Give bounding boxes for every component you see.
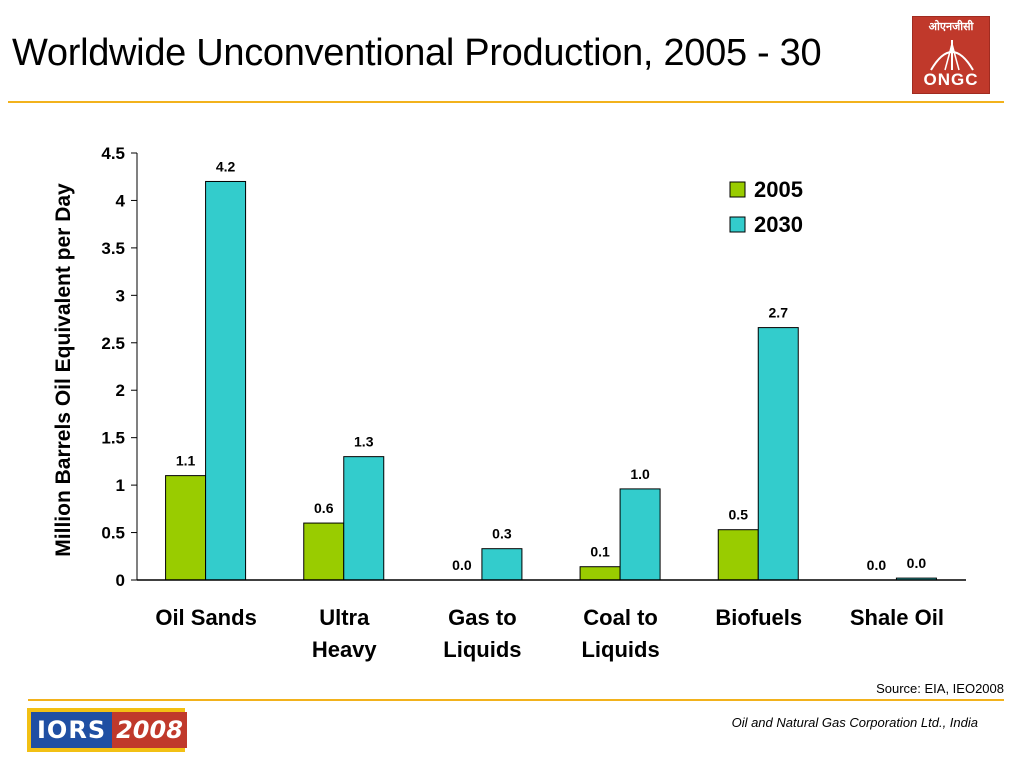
bar-2030 [343, 456, 385, 581]
data-label-2005: 0.1 [590, 544, 610, 560]
iors-logo-year: 2008 [112, 712, 187, 748]
data-label-2030: 0.3 [492, 526, 512, 542]
x-category-label: Shale Oil [850, 605, 944, 630]
iors-logo: IORS 2008 [27, 708, 187, 752]
y-tick-label: 2.5 [101, 334, 125, 353]
legend: 2005 2030 [729, 177, 803, 237]
data-label-2030: 1.0 [630, 466, 650, 482]
y-tick-label: 4.5 [101, 144, 125, 163]
data-label-2005: 0.0 [452, 557, 472, 573]
bar-2005 [303, 522, 345, 581]
ongc-logo-text: ONGC [923, 70, 979, 89]
company-name: Oil and Natural Gas Corporation Ltd., In… [731, 715, 978, 730]
data-label-2030: 0.0 [907, 555, 927, 571]
x-category-label: Biofuels [715, 605, 802, 630]
bar-2005 [579, 566, 621, 581]
legend-swatch-2005 [729, 181, 746, 198]
y-tick-label: 0 [116, 571, 125, 590]
x-category-label: Coal to [583, 605, 658, 630]
y-tick-label: 4 [116, 191, 126, 210]
y-axis-label: Million Barrels Oil Equivalent per Day [52, 183, 75, 557]
bar-2030 [757, 327, 799, 581]
data-label-2005: 0.5 [729, 507, 749, 523]
legend-swatch-2030 [729, 216, 746, 233]
x-category-label: Ultra [319, 605, 370, 630]
y-tick-label: 1 [116, 476, 125, 495]
plot-area: 0 0.5 1 1.5 2 2.5 3 3.5 4 4.5 1.1 4.2 Oil Sands 0.6 1.… [101, 144, 966, 662]
iors-logo-text: IORS [31, 712, 113, 748]
data-label-2005: 1.1 [176, 453, 196, 469]
y-tick-label: 3 [116, 286, 125, 305]
y-tick-label: 3.5 [101, 239, 125, 258]
x-category-label: Heavy [312, 637, 378, 662]
data-label-2030: 4.2 [216, 158, 236, 174]
data-label-2030: 1.3 [354, 434, 374, 450]
ongc-logo-hindi-text: ओएनजीसी [928, 20, 974, 33]
ongc-logo: ओएनजीसी ONGC [912, 16, 990, 94]
y-tick-label: 2 [116, 381, 125, 400]
data-label-2030: 2.7 [769, 305, 789, 321]
bar-chart: Million Barrels Oil Equivalent per Day 0… [52, 144, 966, 662]
bar-2030 [481, 548, 523, 581]
y-tick-label: 0.5 [101, 524, 125, 543]
header-divider [8, 101, 1004, 103]
oil-derrick-icon [930, 40, 974, 71]
x-category-label: Oil Sands [155, 605, 256, 630]
x-category-label: Gas to [448, 605, 516, 630]
source-note: Source: EIA, IEO2008 [876, 681, 1004, 696]
page-title: Worldwide Unconventional Production, 200… [12, 32, 822, 74]
bar-2005 [717, 529, 759, 581]
bar-2005 [165, 475, 207, 581]
bar-2030 [619, 488, 661, 581]
x-category-label: Liquids [443, 637, 521, 662]
data-label-2005: 0.6 [314, 500, 334, 516]
footer-divider [28, 699, 1004, 701]
legend-label-2030: 2030 [754, 212, 803, 237]
y-tick-label: 1.5 [101, 429, 125, 448]
legend-label-2005: 2005 [754, 177, 803, 202]
x-category-label: Liquids [581, 637, 659, 662]
bar-2030 [205, 180, 247, 581]
data-label-2005: 0.0 [867, 557, 887, 573]
